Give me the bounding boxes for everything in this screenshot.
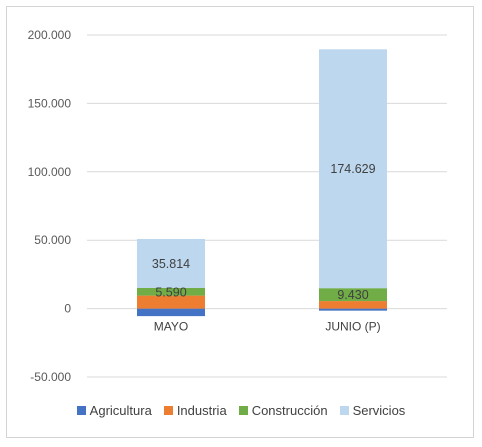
stacked-bar-chart: 5.590 35.814 9.430 174.629 -50.000 0 50.000 10…	[28, 28, 447, 384]
legend-swatch	[163, 406, 173, 415]
bar-segment	[137, 295, 205, 309]
legend-item: Industria	[163, 403, 227, 418]
legend-item: Servicios	[339, 403, 406, 418]
x-category-label: JUNIO (P)	[325, 320, 380, 334]
legend-label: Servicios	[352, 403, 406, 418]
chart-frame: 5.590 35.814 9.430 174.629 -50.000 0 50.000 10…	[6, 6, 474, 438]
gridlines	[87, 34, 447, 378]
bar-segment	[137, 287, 205, 296]
bar-segment	[319, 301, 387, 309]
data-label: 9.430	[337, 288, 368, 302]
y-tick-label: 0	[64, 302, 71, 316]
bar-segment	[319, 308, 387, 311]
y-tick-label: 150.000	[28, 96, 72, 110]
y-axis-ticks: -50.000 0 50.000 100.000 150.000 200.000	[28, 28, 72, 384]
bar-segment	[137, 238, 205, 288]
y-tick-label: -50.000	[30, 370, 71, 384]
x-axis-categories: MAYO JUNIO (P)	[154, 320, 381, 334]
data-label: 5.590	[155, 285, 186, 299]
y-tick-label: 200.000	[28, 28, 72, 42]
bar-segment	[319, 49, 387, 289]
y-tick-label: 50.000	[34, 233, 71, 247]
legend-item: Agricultura	[76, 403, 152, 418]
legend-item: Construcción	[238, 403, 328, 418]
data-label: 35.814	[152, 257, 190, 271]
data-label: 174.629	[330, 162, 375, 176]
legend-swatch	[76, 406, 86, 415]
bar-segment	[137, 308, 205, 317]
legend: Agricultura Industria Construcción Servicio…	[7, 403, 475, 418]
bar-segment	[319, 288, 387, 302]
x-category-label: MAYO	[154, 320, 188, 334]
bars	[137, 49, 387, 317]
legend-label: Agricultura	[89, 403, 152, 418]
y-tick-label: 100.000	[28, 165, 72, 179]
legend-swatch	[339, 406, 349, 415]
data-labels: 5.590 35.814 9.430 174.629	[152, 162, 376, 302]
legend-label: Construcción	[251, 403, 328, 418]
legend-label: Industria	[176, 403, 227, 418]
legend-swatch	[238, 406, 248, 415]
